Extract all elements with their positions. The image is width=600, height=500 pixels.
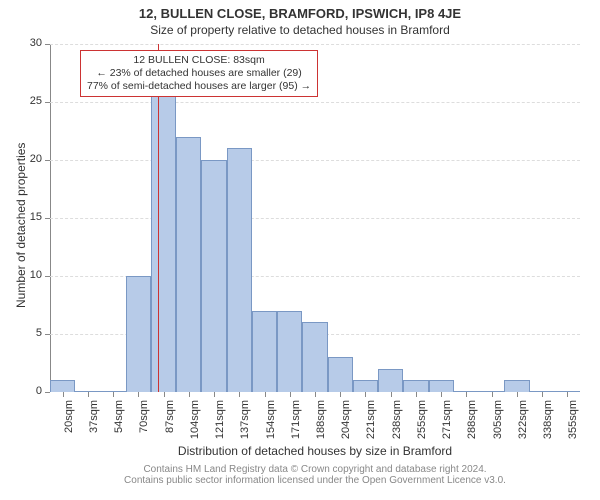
histogram-bar <box>353 380 378 392</box>
histogram-bar <box>429 380 454 392</box>
x-tick <box>517 392 518 397</box>
footer-line-2: Contains public sector information licen… <box>50 475 580 486</box>
x-tick-label: 204sqm <box>340 400 352 450</box>
x-tick <box>466 392 467 397</box>
x-tick-label: 271sqm <box>441 400 453 450</box>
histogram-bar <box>328 357 353 392</box>
x-tick-label: 37sqm <box>88 400 100 450</box>
x-tick-label: 255sqm <box>416 400 428 450</box>
x-tick-label: 355sqm <box>567 400 579 450</box>
footer-line-1: Contains HM Land Registry data © Crown c… <box>50 464 580 475</box>
x-tick-label: 188sqm <box>315 400 327 450</box>
x-tick-label: 238sqm <box>391 400 403 450</box>
histogram-bar <box>176 137 201 392</box>
footer-attribution: Contains HM Land Registry data © Crown c… <box>50 464 580 486</box>
gridline <box>50 160 580 161</box>
x-tick <box>365 392 366 397</box>
x-tick-label: 171sqm <box>290 400 302 450</box>
histogram-bar <box>403 380 428 392</box>
gridline <box>50 218 580 219</box>
y-tick <box>45 160 50 161</box>
x-tick <box>138 392 139 397</box>
y-tick-label: 20 <box>20 153 42 165</box>
x-tick-label: 54sqm <box>113 400 125 450</box>
y-tick <box>45 218 50 219</box>
y-tick-label: 30 <box>20 37 42 49</box>
x-tick <box>164 392 165 397</box>
gridline <box>50 44 580 45</box>
x-tick <box>441 392 442 397</box>
y-tick <box>45 334 50 335</box>
x-tick <box>315 392 316 397</box>
property-callout: 12 BULLEN CLOSE: 83sqm← 23% of detached … <box>80 50 318 97</box>
x-tick-label: 154sqm <box>265 400 277 450</box>
histogram-bar <box>50 380 75 392</box>
x-tick <box>239 392 240 397</box>
histogram-bar <box>201 160 226 392</box>
y-tick-label: 0 <box>20 385 42 397</box>
x-tick <box>567 392 568 397</box>
x-tick <box>88 392 89 397</box>
x-tick <box>113 392 114 397</box>
histogram-bar <box>277 311 302 392</box>
y-tick <box>45 392 50 393</box>
x-tick <box>416 392 417 397</box>
x-tick-label: 338sqm <box>542 400 554 450</box>
x-tick-label: 20sqm <box>63 400 75 450</box>
x-tick-label: 322sqm <box>517 400 529 450</box>
x-tick <box>492 392 493 397</box>
x-tick-label: 70sqm <box>138 400 150 450</box>
y-tick-label: 25 <box>20 95 42 107</box>
gridline <box>50 102 580 103</box>
x-tick <box>265 392 266 397</box>
x-tick <box>340 392 341 397</box>
callout-line: ← 23% of detached houses are smaller (29… <box>87 67 311 80</box>
x-tick-label: 288sqm <box>466 400 478 450</box>
y-tick <box>45 276 50 277</box>
x-tick <box>542 392 543 397</box>
y-axis-label: Number of detached properties <box>14 143 28 308</box>
chart-subtitle: Size of property relative to detached ho… <box>0 21 600 37</box>
y-tick-label: 15 <box>20 211 42 223</box>
x-tick <box>189 392 190 397</box>
x-tick <box>391 392 392 397</box>
x-tick-label: 137sqm <box>239 400 251 450</box>
chart-container: 12, BULLEN CLOSE, BRAMFORD, IPSWICH, IP8… <box>0 0 600 500</box>
x-tick-label: 221sqm <box>365 400 377 450</box>
x-tick-label: 104sqm <box>189 400 201 450</box>
y-tick-label: 5 <box>20 327 42 339</box>
plot-area: 12 BULLEN CLOSE: 83sqm← 23% of detached … <box>50 44 580 392</box>
histogram-bar <box>378 369 403 392</box>
x-tick <box>214 392 215 397</box>
histogram-bar <box>302 322 327 392</box>
chart-title: 12, BULLEN CLOSE, BRAMFORD, IPSWICH, IP8… <box>0 0 600 21</box>
y-tick <box>45 102 50 103</box>
x-tick-label: 87sqm <box>164 400 176 450</box>
histogram-bar <box>126 276 151 392</box>
x-tick-label: 305sqm <box>492 400 504 450</box>
y-tick <box>45 44 50 45</box>
callout-line: 77% of semi-detached houses are larger (… <box>87 80 311 93</box>
histogram-bar <box>252 311 277 392</box>
y-tick-label: 10 <box>20 269 42 281</box>
histogram-bar <box>227 148 252 392</box>
x-tick-label: 121sqm <box>214 400 226 450</box>
histogram-bar <box>151 90 176 392</box>
x-tick <box>63 392 64 397</box>
callout-line: 12 BULLEN CLOSE: 83sqm <box>87 54 311 67</box>
x-tick <box>290 392 291 397</box>
histogram-bar <box>504 380 529 392</box>
